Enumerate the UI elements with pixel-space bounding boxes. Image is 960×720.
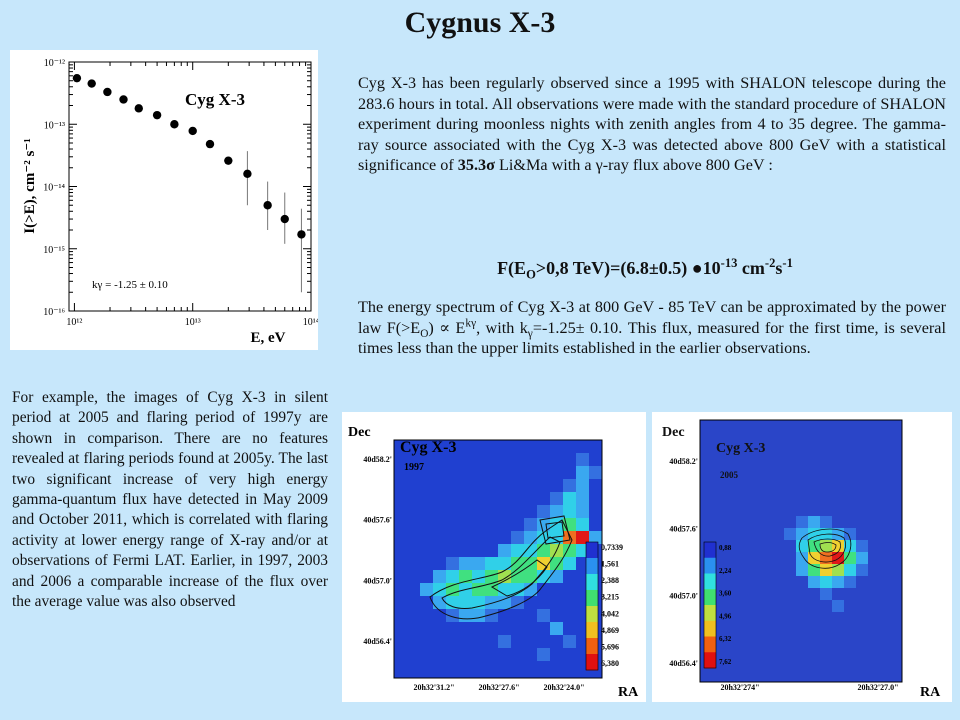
chart-annotation: kγ = -1.25 ± 0.10: [92, 279, 168, 291]
scale-label: 2,388: [601, 576, 619, 585]
data-point: [134, 104, 143, 113]
map-1997-year-label: 1997: [404, 462, 424, 473]
y-tick-label: 10⁻¹⁴: [43, 183, 65, 194]
map-2005-dec-label: Dec: [662, 425, 685, 440]
scale-label: 7,62: [719, 658, 732, 666]
scale-label: 0,7339: [601, 543, 623, 552]
data-point: [87, 79, 96, 88]
data-point: [297, 230, 306, 239]
data-point: [170, 120, 179, 129]
data-point: [263, 201, 272, 210]
data-point: [103, 87, 112, 97]
ra-tick-label: 20h32'274": [720, 683, 759, 692]
chart-xlabel: E, eV: [251, 330, 286, 346]
data-point: [119, 95, 128, 104]
y-tick-label: 10⁻¹³: [44, 120, 65, 131]
map-1997-dec-label: Dec: [348, 425, 371, 440]
data-point: [72, 73, 82, 83]
scale-label: 0,88: [719, 544, 732, 552]
spectrum-chart-panel: 10¹² 10¹³ 10¹⁴ 10⁻¹² 10⁻¹³ 10⁻¹⁴ 10⁻¹⁵ 10⁻¹⁶ Cy…: [10, 50, 320, 350]
data-point: [280, 214, 289, 224]
x-tick-label: 10¹³: [185, 317, 201, 328]
y-tick-label: 10⁻¹⁵: [43, 245, 65, 256]
scale-label: 3,215: [601, 593, 619, 602]
data-point: [243, 169, 252, 178]
ra-tick-label: 20h32'24.0": [543, 683, 584, 692]
spectrum-chart: 10¹² 10¹³ 10¹⁴ 10⁻¹² 10⁻¹³ 10⁻¹⁴ 10⁻¹⁵ 10⁻¹⁶ Cy…: [22, 58, 320, 346]
scale-label: 6,32: [719, 635, 732, 643]
spectrum-paragraph: The energy spectrum of Cyg X-3 at 800 Ge…: [358, 298, 946, 358]
map-2005-source-label: Cyg X-3: [716, 441, 765, 456]
dec-tick-label: 40d57.6': [669, 524, 698, 533]
map-2005: Dec RA Cyg X-3 2005 40d58.2' 40d57.6' 40d5…: [662, 419, 941, 700]
map-2005-panel: Dec RA Cyg X-3 2005 40d58.2' 40d57.6' 40d5…: [652, 412, 952, 702]
flux-formula: F(EO>0,8 TeV)=(6.8±0.5) ●10-13 cm-2s-1: [497, 256, 793, 282]
scale-label: 6,380: [601, 659, 619, 668]
x-tick-label: 10¹²: [66, 317, 82, 328]
data-point: [188, 126, 197, 136]
dec-tick-label: 40d57.0': [669, 592, 698, 601]
page-title: Cygnus X-3: [404, 6, 556, 39]
scale-label: 3,60: [719, 590, 732, 598]
dec-tick-label: 40d56.4': [669, 659, 698, 668]
map-2005-year-label: 2005: [720, 470, 739, 480]
dec-tick-label: 40d56.4': [363, 637, 392, 646]
map-1997-ra-label: RA: [618, 685, 639, 700]
comparison-paragraph: For example, the images of Cyg X-3 in si…: [12, 389, 328, 611]
ra-tick-label: 20h32'31.2": [413, 683, 454, 692]
scale-label: 5,696: [601, 642, 619, 651]
x-tick-label: 10¹⁴: [303, 317, 318, 328]
scale-label: 4,042: [601, 609, 619, 618]
significance-value: 35.3σ: [457, 156, 495, 175]
scale-label: 4,96: [719, 612, 732, 620]
scale-label: 4,869: [601, 626, 619, 635]
map-1997-source-label: Cyg X-3: [400, 439, 456, 456]
data-point: [224, 156, 233, 165]
map-1997: Dec RA Cyg X-3 1997 40d58.2' 40d57.6' 40d5…: [348, 425, 639, 700]
y-tick-label: 10⁻¹⁶: [43, 307, 65, 318]
ra-tick-label: 20h32'27.6": [478, 683, 519, 692]
dec-tick-label: 40d58.2': [669, 457, 698, 466]
y-tick-label: 10⁻¹²: [44, 58, 65, 69]
dec-tick-label: 40d57.0': [363, 576, 392, 585]
intro-paragraph: Cyg X-3 has been regularly observed sinc…: [358, 74, 946, 175]
map-1997-panel: Dec RA Cyg X-3 1997 40d58.2' 40d57.6' 40d5…: [342, 412, 646, 702]
chart-ylabel: I(>E), cm⁻² s⁻¹: [22, 138, 38, 233]
data-point: [205, 139, 215, 149]
scale-label: 1,561: [601, 560, 619, 569]
data-point: [152, 110, 162, 120]
dec-tick-label: 40d58.2': [363, 455, 392, 464]
dec-tick-label: 40d57.6': [363, 516, 392, 525]
map-2005-ra-label: RA: [920, 685, 941, 700]
ra-tick-label: 20h32'27.0": [857, 683, 898, 692]
scale-label: 2,24: [719, 567, 732, 575]
chart-title: Cyg X-3: [185, 90, 245, 109]
